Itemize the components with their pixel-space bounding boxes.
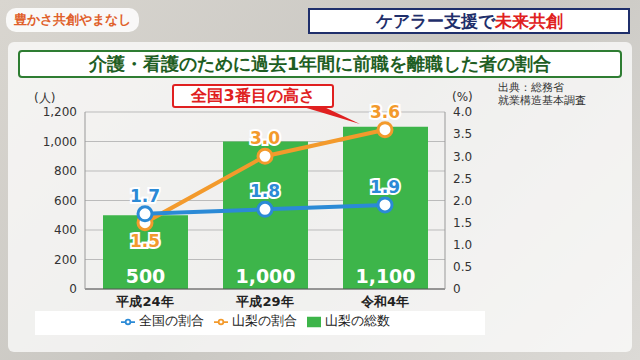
svg-text:600: 600 <box>54 194 77 208</box>
svg-text:1.5: 1.5 <box>453 216 472 230</box>
html-text:全国の割合: 全国の割合 <box>138 313 204 328</box>
svg-text:0: 0 <box>69 282 77 296</box>
svg-text:令和4年: 令和4年 <box>360 294 409 309</box>
svg-text:3.6: 3.6 <box>370 102 400 122</box>
svg-text:1,000: 1,000 <box>235 265 295 287</box>
html-text:山梨の総数: 山梨の総数 <box>324 313 390 328</box>
svg-text:1,100: 1,100 <box>355 265 415 287</box>
svg-text:1.5: 1.5 <box>130 231 160 251</box>
svg-text:2.5: 2.5 <box>453 172 472 186</box>
svg-text:500: 500 <box>126 265 166 287</box>
svg-text:0.5: 0.5 <box>453 260 472 274</box>
svg-text:1.8: 1.8 <box>250 181 280 201</box>
svg-text:1,000: 1,000 <box>43 135 77 149</box>
html-text:(人): (人) <box>34 91 56 105</box>
svg-text:平成24年: 平成24年 <box>115 294 173 309</box>
svg-text:1,200: 1,200 <box>43 105 77 119</box>
html-text:就業構造基本調査: 就業構造基本調査 <box>498 94 586 107</box>
html-text:全国3番目の高さ: 全国3番目の高さ <box>191 86 315 105</box>
svg-text:2.0: 2.0 <box>453 194 472 208</box>
svg-text:4.0: 4.0 <box>453 105 472 119</box>
svg-text:400: 400 <box>54 223 77 237</box>
svg-text:3.0: 3.0 <box>250 128 280 148</box>
html-text:ケアラー支援で未来共創: ケアラー支援で未来共創 <box>375 11 563 31</box>
svg-text:1.7: 1.7 <box>130 186 160 206</box>
svg-text:0: 0 <box>453 282 461 296</box>
html-text:出典：総務省: 出典：総務省 <box>498 81 564 94</box>
html-text:介護・看護のために過去1年間に前職を離職した者の割合: 介護・看護のために過去1年間に前職を離職した者の割合 <box>88 53 552 74</box>
svg-text:3.0: 3.0 <box>453 150 472 164</box>
svg-text:平成29年: 平成29年 <box>235 294 293 309</box>
html-text:豊かさ共創やまなし: 豊かさ共創やまなし <box>14 12 131 27</box>
svg-text:200: 200 <box>54 253 77 267</box>
svg-text:800: 800 <box>54 164 77 178</box>
svg-text:3.5: 3.5 <box>453 127 472 141</box>
html-text:山梨の割合: 山梨の割合 <box>231 313 297 328</box>
svg-text:1.9: 1.9 <box>370 177 400 197</box>
svg-text:1.0: 1.0 <box>453 238 472 252</box>
